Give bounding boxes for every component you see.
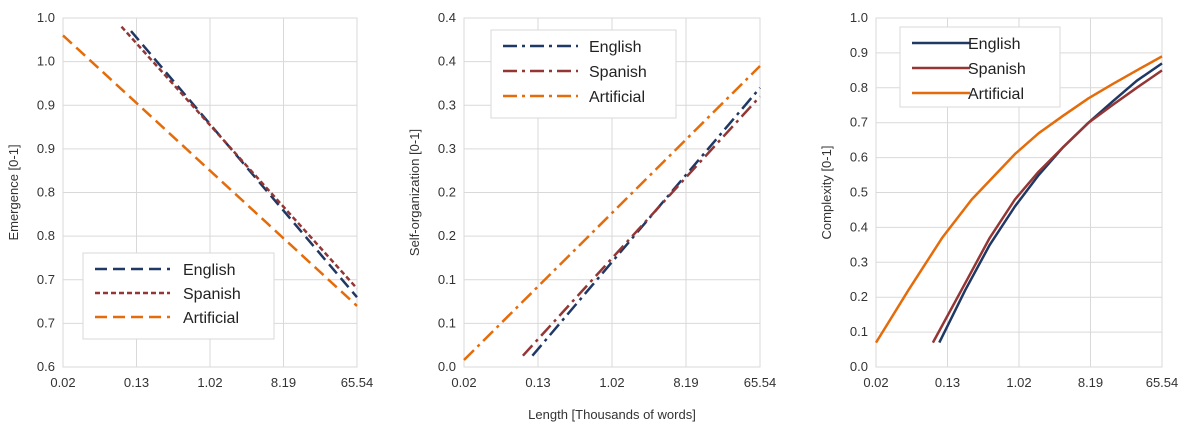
series-line-artificial xyxy=(62,34,358,307)
legend-label: Spanish xyxy=(183,286,241,303)
legend-label: Artificial xyxy=(968,86,1024,103)
series-line-spanish xyxy=(521,95,761,357)
chart-2: 0.0 0.1 0.1 0.2 0.2 0.3 0.3 0.4 0.4 0.02 0.13 1.02 8… xyxy=(407,10,776,422)
chart-1: 0.6 0.7 0.7 0.8 0.8 0.9 0.9 1.0 1.0 0.02 0.13 1.02 8… xyxy=(6,10,373,390)
y-tick-label: 0.9 xyxy=(37,141,55,156)
chart-3: 0.0 0.1 0.2 0.3 0.4 0.5 0.6 0.7 0.8 0.9 1.0 0.02 0.1… xyxy=(819,10,1178,390)
legend-label: Spanish xyxy=(968,61,1026,78)
legend-label: Artificial xyxy=(589,89,645,106)
y-tick-label: 0.9 xyxy=(850,45,868,60)
legend-label: Artificial xyxy=(183,310,239,327)
x-tick-label: 0.13 xyxy=(124,375,149,390)
y-tick-label: 1.0 xyxy=(37,10,55,25)
x-tick-label: 65.54 xyxy=(341,375,374,390)
legend: English Spanish Artificial xyxy=(490,29,677,119)
x-tick-label: 8.19 xyxy=(673,375,698,390)
y-tick-label: 0.7 xyxy=(850,115,868,130)
x-tick-label: 8.19 xyxy=(271,375,296,390)
x-tick-label: 8.19 xyxy=(1078,375,1103,390)
series-line-artificial xyxy=(463,65,761,361)
x-tick-label: 0.02 xyxy=(451,375,476,390)
y-tick-label: 0.0 xyxy=(438,359,456,374)
y-tick-label: 0.8 xyxy=(37,228,55,243)
y-tick-label: 0.3 xyxy=(438,141,456,156)
y-tick-label: 0.2 xyxy=(850,289,868,304)
legend-label: English xyxy=(968,36,1020,53)
x-tick-label: 0.02 xyxy=(50,375,75,390)
y-axis-label: Complexity [0-1] xyxy=(819,146,834,240)
x-tick-label: 1.02 xyxy=(1006,375,1031,390)
y-tick-label: 0.2 xyxy=(438,185,456,200)
y-axis-label: Emergence [0-1] xyxy=(6,144,21,240)
x-tick-label: 0.13 xyxy=(525,375,550,390)
y-tick-label: 0.4 xyxy=(850,219,868,234)
y-tick-label: 1.0 xyxy=(37,54,55,69)
legend: English Spanish Artificial xyxy=(82,252,275,340)
x-tick-label: 65.54 xyxy=(1146,375,1179,390)
y-tick-label: 0.4 xyxy=(438,10,456,25)
y-tick-label: 0.0 xyxy=(850,359,868,374)
y-tick-label: 0.8 xyxy=(37,185,55,200)
legend-box xyxy=(82,252,275,340)
x-tick-label: 0.02 xyxy=(863,375,888,390)
legend: English Spanish Artificial xyxy=(899,26,1061,108)
y-tick-label: 0.5 xyxy=(850,185,868,200)
y-tick-label: 0.3 xyxy=(850,254,868,269)
plot-frame xyxy=(463,17,761,368)
legend-label: English xyxy=(183,262,235,279)
series-line-artificial xyxy=(874,55,1163,344)
y-tick-label: 1.0 xyxy=(850,10,868,25)
y-tick-label: 0.7 xyxy=(37,272,55,287)
legend-label: English xyxy=(589,39,641,56)
y-tick-label: 0.1 xyxy=(438,315,456,330)
y-tick-label: 0.6 xyxy=(850,150,868,165)
y-tick-label: 0.3 xyxy=(438,97,456,112)
legend-box xyxy=(490,29,677,119)
series-line-english xyxy=(130,30,358,299)
plot-frame xyxy=(875,17,1163,368)
y-tick-label: 0.8 xyxy=(850,80,868,95)
y-tick-label: 0.1 xyxy=(438,272,456,287)
series-line-spanish xyxy=(931,69,1163,344)
x-axis-label: Length [Thousands of words] xyxy=(528,407,696,422)
y-tick-label: 0.1 xyxy=(850,324,868,339)
series-line-spanish xyxy=(120,25,358,290)
y-tick-label: 0.7 xyxy=(37,315,55,330)
x-tick-label: 0.13 xyxy=(935,375,960,390)
x-tick-label: 65.54 xyxy=(744,375,777,390)
y-tick-label: 0.9 xyxy=(37,97,55,112)
y-tick-label: 0.2 xyxy=(438,228,456,243)
y-tick-label: 0.4 xyxy=(438,54,456,69)
x-tick-label: 1.02 xyxy=(197,375,222,390)
legend-label: Spanish xyxy=(589,64,647,81)
plot-frame xyxy=(62,17,358,368)
y-tick-label: 0.6 xyxy=(37,359,55,374)
y-axis-label: Self-organization [0-1] xyxy=(407,129,422,256)
x-tick-label: 1.02 xyxy=(599,375,624,390)
